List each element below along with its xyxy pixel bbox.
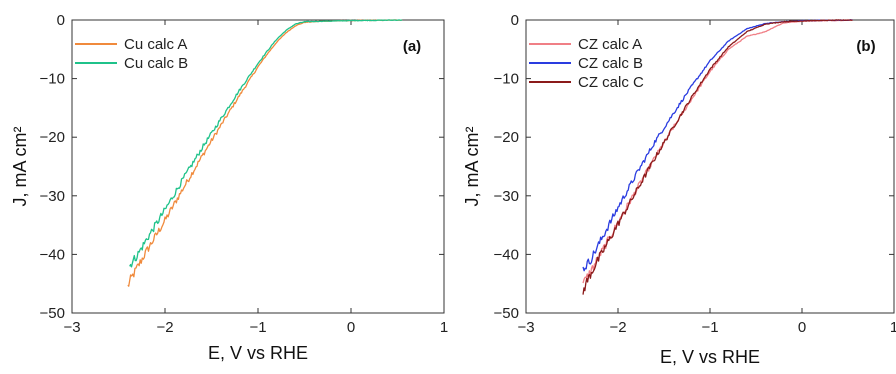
y-tick-label: −10: [494, 71, 519, 88]
y-tick-label: −20: [40, 129, 65, 146]
legend-label: CZ calc A: [578, 36, 642, 53]
y-tick-label: 0: [511, 12, 519, 29]
y-tick-label: 0: [57, 12, 65, 29]
panel-label: (b): [856, 38, 875, 55]
y-tick-label: −30: [494, 188, 519, 205]
y-axis-title: J, mA cm²: [462, 126, 482, 206]
y-tick-label: −50: [40, 305, 65, 322]
x-tick-label: −3: [517, 319, 534, 336]
x-tick-label: −2: [609, 319, 626, 336]
legend-label: Cu calc A: [124, 36, 187, 53]
y-tick-label: −40: [494, 246, 519, 263]
panel-label: (a): [403, 38, 421, 55]
legend-label: CZ calc B: [578, 55, 643, 72]
x-axis-title: E, V vs RHE: [660, 347, 760, 367]
x-tick-label: −2: [156, 319, 173, 336]
x-tick-label: −1: [249, 319, 266, 336]
x-tick-label: 0: [347, 319, 355, 336]
x-axis-title: E, V vs RHE: [208, 343, 308, 363]
y-tick-label: −10: [40, 71, 65, 88]
y-tick-label: −30: [40, 188, 65, 205]
x-tick-label: 0: [798, 319, 806, 336]
x-tick-label: 1: [890, 319, 896, 336]
x-tick-label: −1: [701, 319, 718, 336]
series-line-cu-calc-b: [129, 19, 403, 268]
y-tick-label: −50: [494, 305, 519, 322]
y-tick-label: −40: [40, 246, 65, 263]
legend-label: CZ calc C: [578, 74, 644, 91]
y-axis-title: J, mA cm²: [10, 126, 30, 206]
series-line-cz-calc-c: [582, 19, 853, 295]
x-tick-label: 1: [440, 319, 448, 336]
x-tick-label: −3: [63, 319, 80, 336]
y-tick-label: −20: [494, 129, 519, 146]
legend-label: Cu calc B: [124, 55, 188, 72]
